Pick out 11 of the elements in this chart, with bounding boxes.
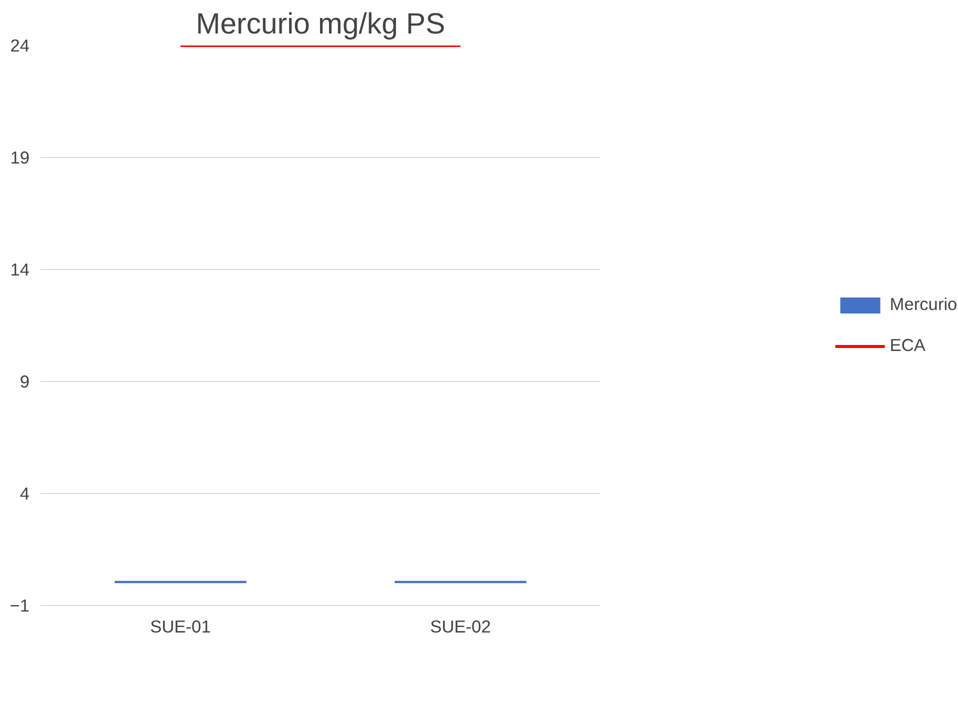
y-tick-label: 24 — [10, 36, 30, 56]
y-tick-label: 19 — [10, 148, 30, 168]
x-tick-label: SUE-01 — [150, 616, 211, 636]
y-tick-label: 14 — [10, 260, 30, 280]
chart-title: Mercurio mg/kg PS — [196, 8, 446, 40]
legend-label: Mercurio — [890, 294, 958, 315]
y-tick-label: 4 — [20, 484, 30, 504]
x-tick-label: SUE-02 — [430, 616, 491, 636]
y-tick-label: −1 — [10, 596, 30, 616]
legend-label: ECA — [890, 335, 926, 356]
y-tick-label: 9 — [20, 372, 30, 392]
